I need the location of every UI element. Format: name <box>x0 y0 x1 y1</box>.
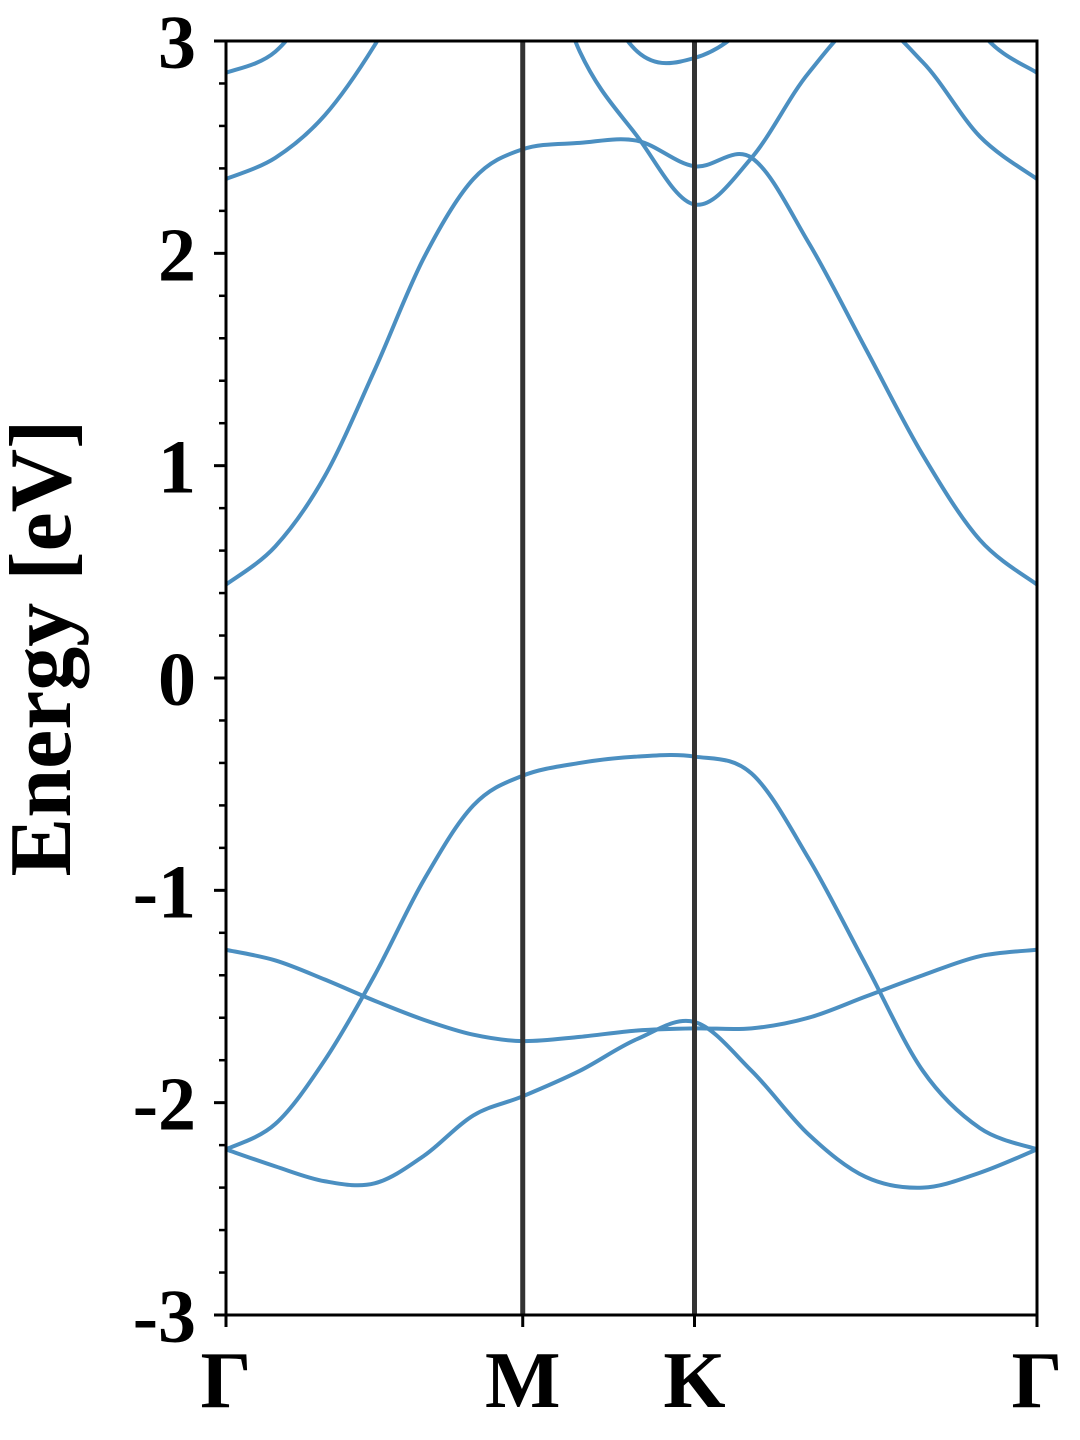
y-tick-label: 2 <box>158 213 196 297</box>
band-line <box>226 137 1037 587</box>
x-tick-label: Γ <box>201 1337 252 1425</box>
y-tick-label: 3 <box>158 1 196 85</box>
band-line <box>226 753 1037 1152</box>
y-tick-label: 1 <box>158 426 196 510</box>
plot-frame <box>224 39 1039 1317</box>
band-line <box>226 41 1037 207</box>
y-tick-label: 0 <box>158 638 196 722</box>
y-axis-label: Energy [eV] <box>0 420 90 877</box>
band-line <box>226 1018 1037 1190</box>
y-tick-label: -1 <box>133 850 196 934</box>
x-tick-label: Γ <box>1012 1337 1063 1425</box>
band-line <box>226 41 1037 75</box>
y-tick-label: -2 <box>133 1063 196 1147</box>
plot-area <box>226 41 1037 1190</box>
band-line <box>226 947 1037 1044</box>
y-tick-label: -3 <box>133 1275 196 1359</box>
x-tick-label: K <box>663 1337 725 1425</box>
x-tick-label: M <box>485 1337 561 1425</box>
